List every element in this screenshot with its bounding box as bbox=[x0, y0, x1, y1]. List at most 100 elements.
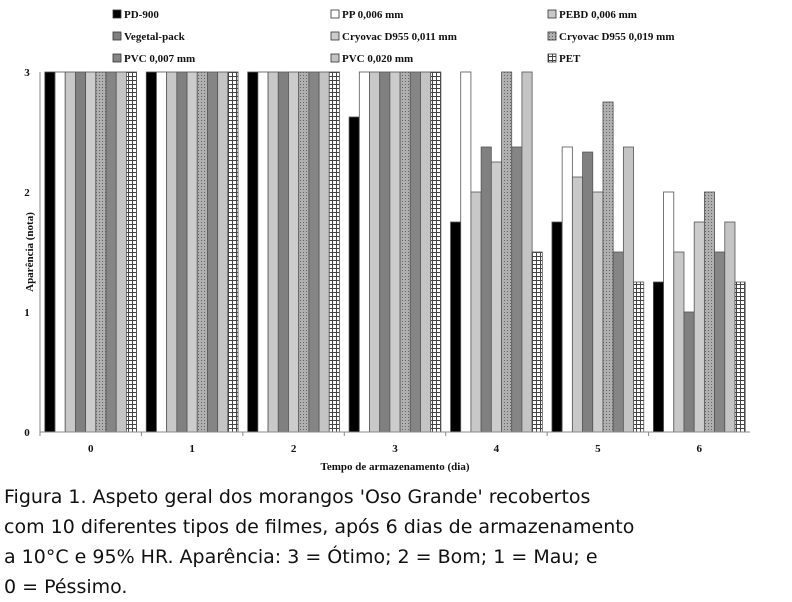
bar bbox=[582, 151, 594, 433]
bar bbox=[409, 71, 421, 433]
bar bbox=[399, 71, 411, 433]
bar bbox=[551, 221, 563, 433]
bar bbox=[683, 311, 695, 433]
legend-swatch bbox=[547, 53, 557, 63]
bar bbox=[602, 101, 614, 433]
bar bbox=[561, 146, 573, 433]
bar bbox=[156, 71, 168, 433]
bar bbox=[389, 71, 401, 433]
bar bbox=[95, 71, 107, 433]
bar bbox=[126, 71, 138, 433]
legend-swatch bbox=[330, 9, 340, 19]
bar bbox=[633, 281, 645, 433]
legend-label: PEBD 0,006 mm bbox=[559, 9, 637, 21]
bar bbox=[470, 191, 482, 433]
x-tick-label: 5 bbox=[595, 443, 601, 455]
legend-swatch bbox=[330, 53, 340, 63]
legend-label: PET bbox=[559, 53, 581, 65]
bar bbox=[379, 71, 391, 433]
x-tick-label: 3 bbox=[392, 443, 398, 455]
legend-swatch bbox=[112, 9, 122, 19]
bar bbox=[531, 251, 543, 433]
bar bbox=[166, 71, 178, 433]
bar bbox=[308, 71, 320, 433]
legend-swatch bbox=[330, 31, 340, 41]
legend-label: Cryovac D955 0,011 mm bbox=[342, 31, 457, 43]
bar bbox=[217, 71, 229, 433]
bar bbox=[420, 71, 432, 433]
x-tick-label: 2 bbox=[291, 443, 297, 455]
bar bbox=[521, 71, 533, 433]
x-tick-label: 6 bbox=[697, 443, 703, 455]
bar bbox=[196, 71, 208, 433]
bar bbox=[511, 146, 523, 433]
bar bbox=[298, 71, 310, 433]
bar bbox=[652, 281, 664, 433]
legend-label: PVC 0,020 mm bbox=[342, 53, 413, 65]
bar bbox=[501, 71, 513, 433]
bar bbox=[54, 71, 66, 433]
bar bbox=[105, 71, 117, 433]
bar bbox=[430, 71, 442, 433]
bar bbox=[176, 71, 188, 433]
bar bbox=[714, 251, 726, 433]
bar bbox=[277, 71, 289, 433]
bar bbox=[44, 71, 56, 433]
bar bbox=[693, 221, 705, 433]
bar bbox=[267, 71, 279, 433]
bar bbox=[450, 221, 462, 433]
bar bbox=[288, 71, 300, 433]
bar bbox=[247, 71, 259, 433]
caption-line: 0 = Péssimo. bbox=[4, 576, 128, 598]
legend-swatch bbox=[547, 31, 557, 41]
bar bbox=[369, 71, 381, 433]
bar bbox=[663, 191, 675, 433]
x-tick-label: 0 bbox=[88, 443, 94, 455]
bar bbox=[490, 161, 502, 433]
bar bbox=[480, 146, 492, 433]
y-axis-label: Aparência (nota) bbox=[24, 212, 36, 292]
bar bbox=[207, 71, 219, 433]
bar bbox=[592, 191, 604, 433]
legend-swatch bbox=[112, 53, 122, 63]
bar bbox=[318, 71, 330, 433]
legend-label: Cryovac D955 0,019 mm bbox=[559, 31, 674, 43]
bar bbox=[612, 251, 624, 433]
caption-line: com 10 diferentes tipos de filmes, após … bbox=[4, 516, 635, 538]
legend-label: PVC 0,007 mm bbox=[124, 53, 195, 65]
x-tick-label: 4 bbox=[494, 443, 500, 455]
bar bbox=[571, 176, 583, 433]
bar bbox=[328, 71, 340, 433]
bar bbox=[348, 116, 360, 433]
bar bbox=[358, 71, 370, 433]
bar bbox=[257, 71, 269, 433]
x-axis-label: Tempo de armazenamento (dia) bbox=[321, 461, 470, 473]
bar-chart: PD-900 PP 0,006 mm PEBD 0,006 mm Vegetal-pa… bbox=[24, 9, 750, 473]
bar bbox=[115, 71, 127, 433]
x-tick-label: 1 bbox=[189, 443, 195, 455]
bar bbox=[460, 71, 472, 433]
bar bbox=[622, 146, 634, 433]
bar bbox=[703, 191, 715, 433]
legend-swatch bbox=[547, 9, 557, 19]
legend-label: PP 0,006 mm bbox=[342, 9, 403, 21]
y-tick-label: 0 bbox=[24, 427, 30, 439]
bar bbox=[64, 71, 76, 433]
bar bbox=[85, 71, 97, 433]
figure-caption: Figura 1. Aspeto geral dos morangos 'Oso… bbox=[4, 482, 792, 602]
bar bbox=[145, 71, 157, 433]
bar bbox=[75, 71, 87, 433]
y-tick-label: 2 bbox=[24, 187, 30, 199]
bar bbox=[673, 251, 685, 433]
y-tick-label: 1 bbox=[24, 307, 30, 319]
legend-swatch bbox=[112, 31, 122, 41]
bar bbox=[227, 71, 239, 433]
legend-label: Vegetal-pack bbox=[124, 31, 186, 43]
legend-label: PD-900 bbox=[124, 9, 159, 21]
caption-line: Figura 1. Aspeto geral dos morangos 'Oso… bbox=[4, 486, 591, 508]
y-tick-label: 3 bbox=[24, 67, 30, 79]
bar bbox=[734, 281, 746, 433]
bar bbox=[186, 71, 198, 433]
legend: PD-900 PP 0,006 mm PEBD 0,006 mm Vegetal-pa… bbox=[112, 9, 674, 65]
caption-line: a 10°C e 95% HR. Aparência: 3 = Ótimo; 2… bbox=[4, 546, 598, 568]
